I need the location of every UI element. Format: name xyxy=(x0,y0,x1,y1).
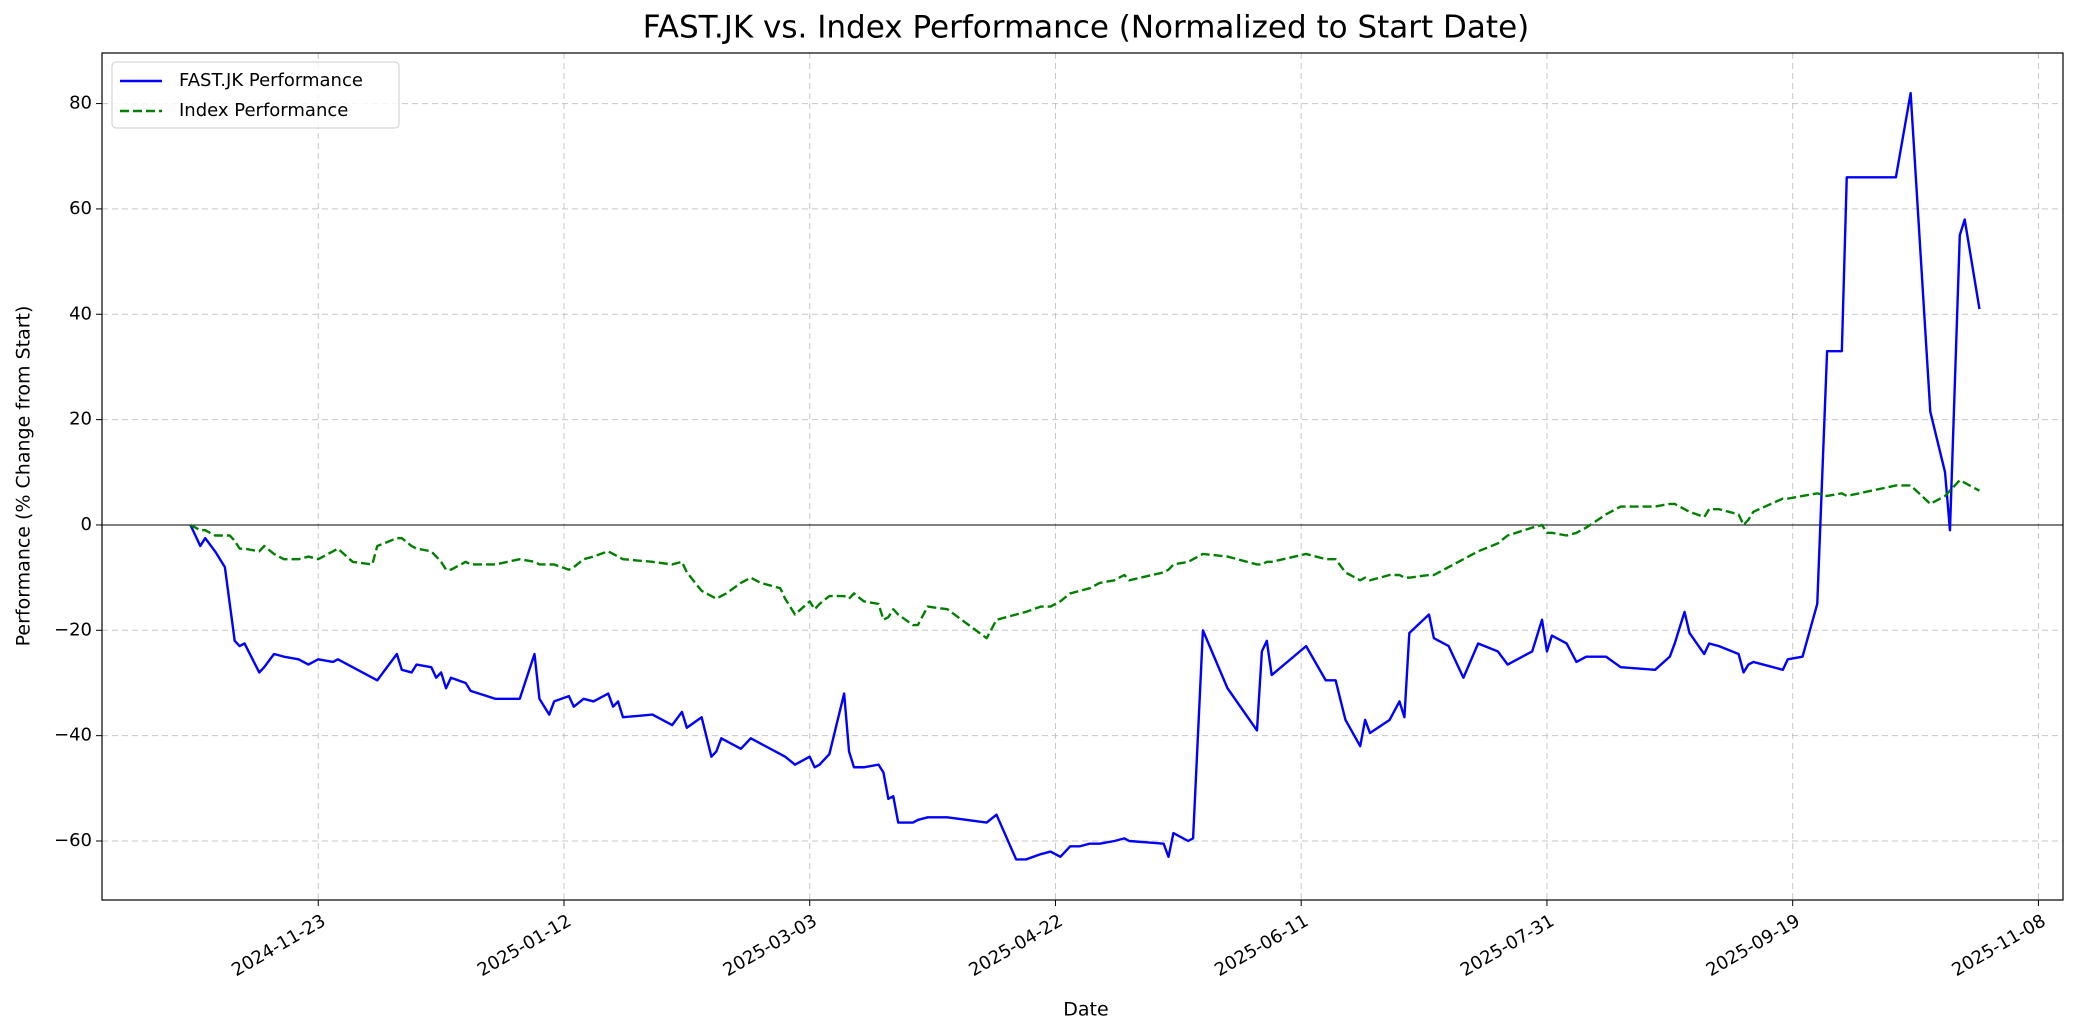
plot-frame xyxy=(101,52,2064,901)
y-tick-label: 0 xyxy=(81,514,92,535)
x-tick-label: 2025-06-11 xyxy=(1211,910,1312,980)
y-tick-label: 20 xyxy=(69,409,92,430)
y-tick-label: 60 xyxy=(69,198,92,219)
legend-label: FAST.JK Performance xyxy=(179,70,363,91)
y-tick-label: −40 xyxy=(54,725,92,746)
x-axis-label: Date xyxy=(1063,999,1108,1021)
x-tick-label: 2025-11-08 xyxy=(1948,910,2049,980)
y-tick-label: 40 xyxy=(69,303,92,324)
x-tick-label: 2025-03-03 xyxy=(720,910,821,980)
x-tick-label: 2025-01-12 xyxy=(474,910,575,980)
series-line xyxy=(189,478,1981,640)
legend: FAST.JK Performance Index Performance xyxy=(111,61,400,129)
y-axis-label: Performance (% Change from Start) xyxy=(13,306,35,647)
y-tick-label: −60 xyxy=(54,830,92,851)
x-tick-label: 2025-07-31 xyxy=(1457,910,1558,980)
y-tick-label: 80 xyxy=(69,93,92,114)
chart-title: FAST.JK vs. Index Performance (Normalize… xyxy=(643,10,1530,46)
y-tick-label: −20 xyxy=(54,619,92,640)
legend-label: Index Performance xyxy=(179,100,348,121)
series-line xyxy=(189,91,1981,861)
x-tick-label: 2025-04-22 xyxy=(965,910,1066,980)
x-tick-label: 2024-11-23 xyxy=(228,910,329,980)
legend-box xyxy=(111,61,400,129)
x-tick-label: 2025-09-19 xyxy=(1703,910,1804,980)
